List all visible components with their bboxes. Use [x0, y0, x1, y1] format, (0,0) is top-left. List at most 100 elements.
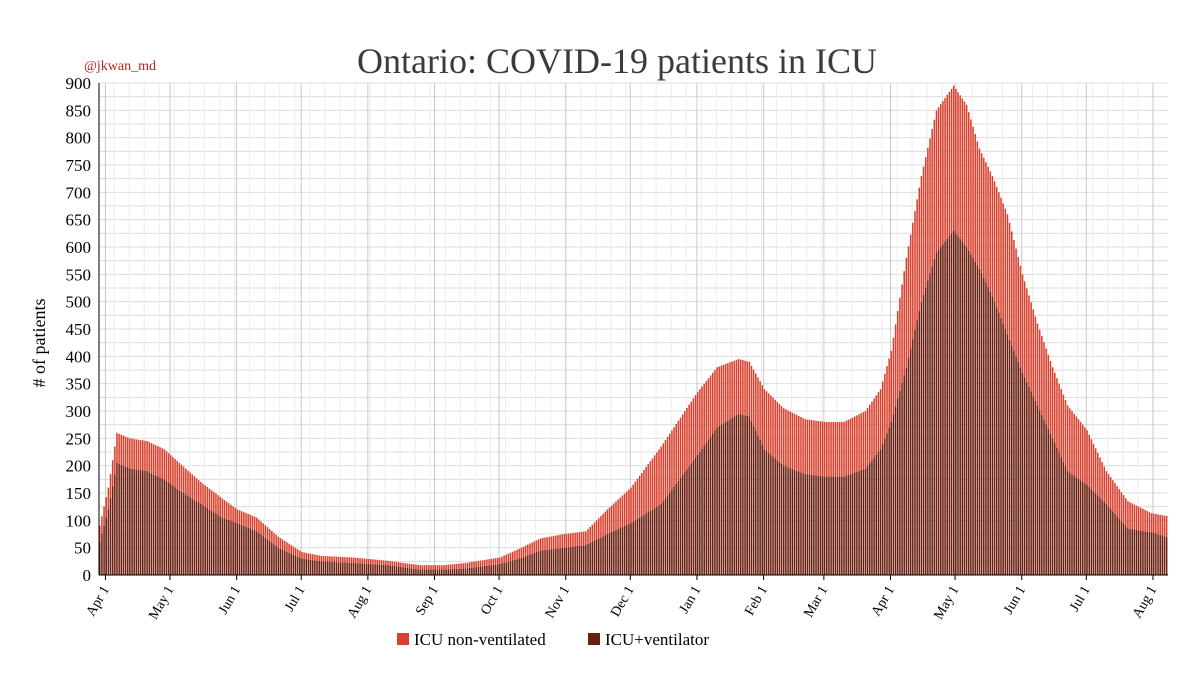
bar-icu-non-ventilated	[1015, 248, 1017, 357]
bar-icu-ventilator	[1058, 452, 1060, 575]
bar-icu-non-ventilated	[1090, 439, 1093, 490]
bar-icu-non-ventilated	[314, 554, 316, 561]
bar-icu-ventilator	[212, 512, 215, 575]
bar-icu-non-ventilated	[705, 380, 708, 443]
bar-icu-ventilator	[292, 554, 295, 575]
bar-icu-non-ventilated	[451, 564, 454, 570]
bar-icu-non-ventilated	[679, 417, 682, 478]
legend-swatch	[397, 633, 409, 645]
y-tick-label: 450	[66, 320, 92, 339]
bar-icu-non-ventilated	[144, 440, 146, 471]
bar-icu-non-ventilated	[699, 389, 701, 452]
bar-icu-ventilator	[116, 462, 118, 575]
bar-icu-non-ventilated	[944, 98, 946, 242]
bar-icu-non-ventilated	[1101, 462, 1103, 500]
bar-icu-ventilator	[458, 568, 460, 575]
bar-icu-ventilator	[447, 569, 449, 575]
bar-icu-ventilator	[909, 348, 912, 575]
bar-icu-non-ventilated	[836, 421, 839, 477]
bar-icu-ventilator	[479, 566, 482, 575]
bar-icu-non-ventilated	[1099, 457, 1101, 498]
bar-icu-non-ventilated	[1094, 448, 1097, 494]
bar-icu-non-ventilated	[256, 517, 258, 532]
bar-icu-non-ventilated	[1030, 302, 1032, 392]
bar-icu-ventilator	[129, 468, 131, 575]
bar-icu-non-ventilated	[677, 420, 680, 481]
bar-icu-ventilator	[350, 562, 353, 575]
bar-icu-ventilator	[991, 296, 994, 575]
bar-icu-ventilator	[770, 454, 772, 575]
bar-icu-ventilator	[1122, 523, 1125, 575]
bar-icu-ventilator	[696, 454, 699, 575]
bar-icu-ventilator	[1101, 499, 1103, 575]
bar-icu-ventilator	[185, 494, 187, 575]
bar-icu-ventilator	[193, 499, 196, 575]
bar-icu-non-ventilated	[191, 474, 194, 499]
bar-icu-ventilator	[673, 486, 675, 575]
bar-icu-non-ventilated	[856, 415, 858, 472]
bar-icu-non-ventilated	[1120, 492, 1123, 522]
bar-icu-non-ventilated	[563, 534, 566, 548]
bar-icu-non-ventilated	[413, 564, 415, 569]
bar-icu-non-ventilated	[662, 443, 665, 502]
bar-icu-non-ventilated	[849, 418, 852, 475]
bar-icu-ventilator	[694, 457, 697, 575]
bar-icu-non-ventilated	[219, 496, 222, 517]
bar-icu-non-ventilated	[271, 530, 273, 543]
bar-icu-ventilator	[451, 569, 454, 575]
bar-icu-non-ventilated	[940, 104, 942, 247]
x-tick-label: Nov 1	[543, 584, 573, 621]
bar-icu-ventilator	[1056, 447, 1058, 575]
bar-icu-ventilator	[393, 566, 396, 575]
bar-icu-ventilator	[1140, 530, 1142, 575]
bar-icu-non-ventilated	[178, 462, 181, 491]
bar-icu-non-ventilated	[243, 512, 245, 526]
bar-icu-ventilator	[529, 554, 531, 575]
y-tick-label: 700	[66, 183, 92, 202]
bar-icu-ventilator	[1036, 405, 1039, 575]
bar-icu-non-ventilated	[757, 377, 759, 436]
bar-icu-non-ventilated	[688, 404, 690, 467]
bar-icu-ventilator	[318, 561, 320, 575]
bar-icu-non-ventilated	[370, 559, 372, 565]
bar-icu-ventilator	[772, 456, 774, 575]
x-tick-label: Dec 1	[608, 584, 638, 620]
bar-icu-ventilator	[806, 474, 809, 575]
bar-icu-ventilator	[365, 563, 368, 575]
bar-icu-ventilator	[234, 522, 237, 575]
bar-icu-ventilator	[1135, 529, 1138, 575]
bar-icu-ventilator	[322, 561, 325, 575]
bar-icu-non-ventilated	[172, 457, 174, 486]
bar-icu-ventilator	[1047, 428, 1050, 575]
bar-icu-non-ventilated	[864, 411, 867, 469]
bar-icu-non-ventilated	[137, 439, 140, 470]
bar-icu-ventilator	[739, 414, 742, 575]
bar-icu-non-ventilated	[1000, 197, 1002, 319]
bar-icu-non-ventilated	[929, 138, 931, 274]
bar-icu-non-ventilated	[554, 535, 557, 549]
bar-icu-ventilator	[1041, 414, 1043, 575]
bar-icu-ventilator	[552, 548, 555, 575]
bar-icu-ventilator	[628, 524, 630, 575]
bar-icu-ventilator	[750, 421, 753, 575]
bar-icu-non-ventilated	[821, 421, 824, 477]
bar-icu-non-ventilated	[1073, 413, 1075, 476]
bar-icu-non-ventilated	[236, 509, 239, 524]
bar-icu-ventilator	[159, 477, 161, 575]
bar-icu-ventilator	[942, 244, 944, 575]
bar-icu-ventilator	[346, 562, 348, 575]
bar-icu-non-ventilated	[316, 555, 318, 561]
bar-icu-ventilator	[705, 442, 708, 575]
y-tick-label: 200	[66, 457, 92, 476]
bar-icu-non-ventilated	[346, 557, 348, 563]
bar-icu-ventilator	[1073, 475, 1075, 575]
bar-icu-ventilator	[641, 516, 643, 575]
bar-icu-ventilator	[404, 567, 406, 575]
bar-icu-non-ventilated	[1142, 508, 1144, 531]
x-tick-label: Jun 1	[216, 584, 244, 617]
x-tick-label: Oct 1	[478, 584, 506, 618]
bar-icu-non-ventilated	[918, 187, 921, 312]
bar-icu-ventilator	[542, 550, 544, 575]
bar-icu-non-ventilated	[582, 531, 585, 546]
bar-icu-non-ventilated	[247, 513, 249, 528]
